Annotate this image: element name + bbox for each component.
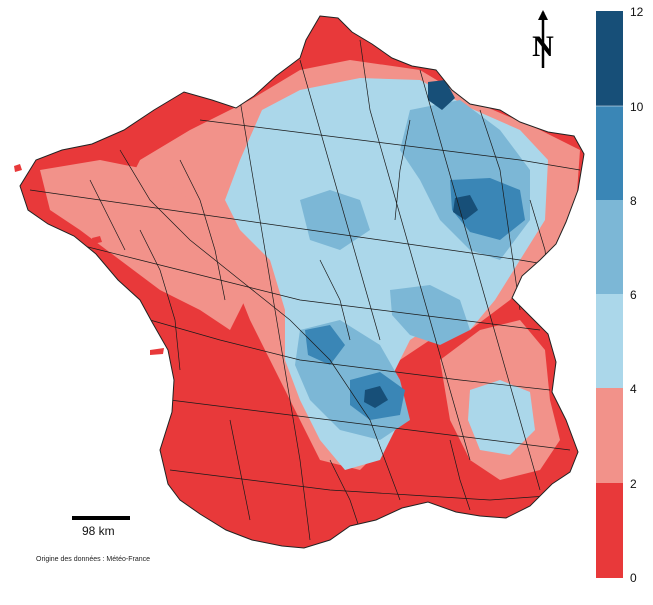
island-ouessant [14,164,22,172]
zone-8-10-limousin [305,325,345,365]
zone-6-8-paris [300,190,370,250]
legend-tick-0: 0 [630,571,637,585]
island-belle-ile [92,236,102,244]
legend-band-2-4 [596,388,623,483]
legend-colorbar [596,11,623,578]
scale-bar-label: 98 km [82,524,115,538]
zone-2-4-west [40,160,250,330]
legend-tick-12: 12 [630,5,644,19]
france-outline [19,15,585,549]
zone-4-6-alps [468,380,535,455]
legend-tick-2: 2 [630,477,637,491]
data-source-credit: Origine des données : Météo-France [36,556,151,563]
legend-tick-4: 4 [630,382,637,396]
legend-band-6-8 [596,200,623,294]
department-boundaries [29,39,581,541]
legend-band-4-6 [596,294,623,388]
island-re [150,348,164,355]
north-arrow: N [532,10,554,68]
legend-band-10-12 [596,11,623,106]
zone-10-12-ardennes [428,80,455,110]
zone-6-8-burgundy [390,285,470,345]
legend-band-0-2 [596,483,623,578]
north-arrow-label: N [532,30,554,63]
legend-tick-6: 6 [630,288,637,302]
legend-band-8-10 [596,106,623,200]
zone-10-12-cantal [364,386,388,408]
legend-tick-8: 8 [630,194,637,208]
north-arrow-head [538,10,548,20]
zone-10-12-vosges [453,195,478,220]
zone-8-10-lorraine [450,178,525,240]
legend-tick-10: 10 [630,100,644,114]
